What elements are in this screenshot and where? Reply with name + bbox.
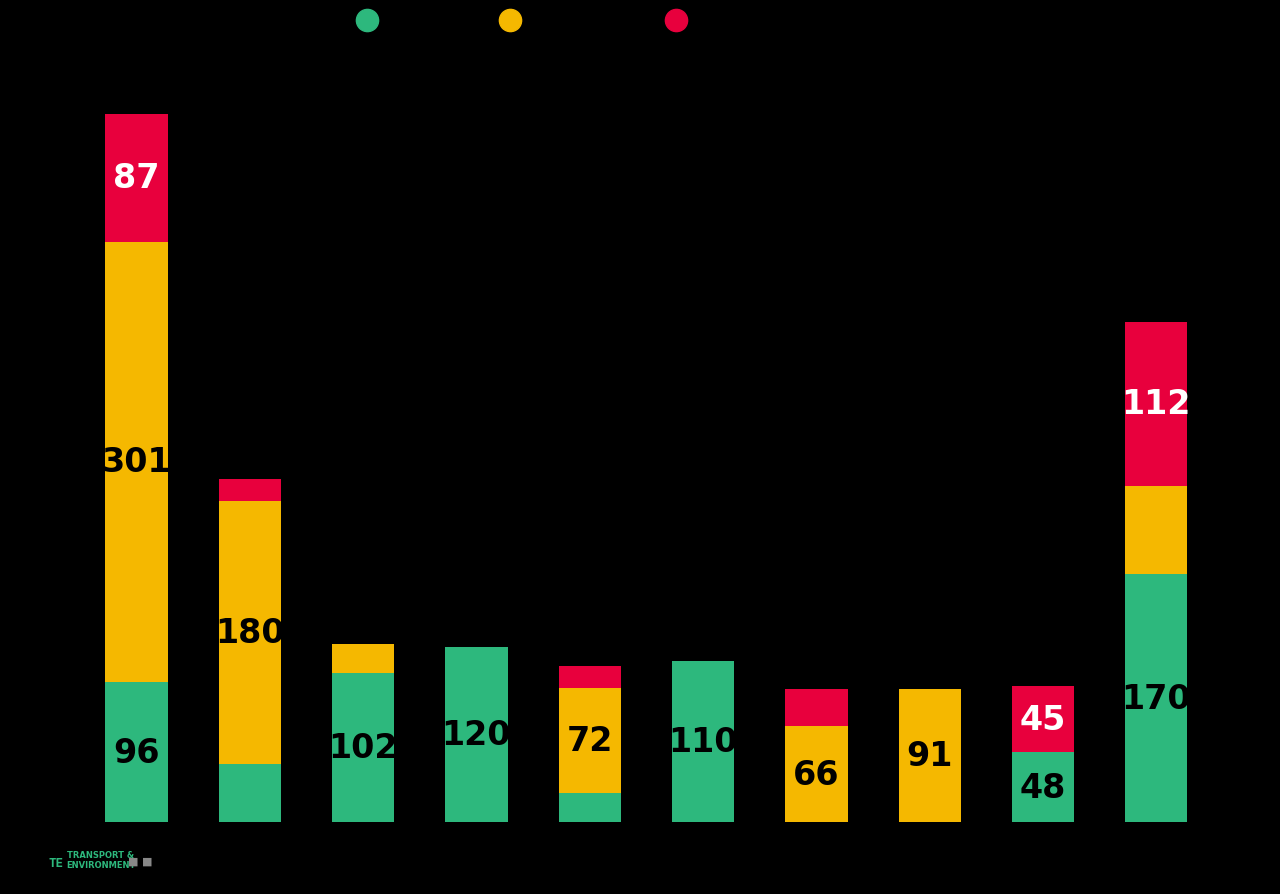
- Bar: [899, 689, 961, 822]
- Text: 110: 110: [668, 726, 737, 759]
- Bar: [1012, 753, 1074, 822]
- Text: 170: 170: [1121, 682, 1192, 714]
- Text: 112: 112: [1121, 388, 1190, 421]
- Text: TE: TE: [49, 856, 64, 869]
- Bar: [558, 688, 621, 793]
- Bar: [1125, 486, 1188, 574]
- Bar: [332, 673, 394, 822]
- Text: 180: 180: [215, 616, 284, 649]
- Bar: [785, 726, 847, 822]
- Text: 72: 72: [567, 724, 613, 757]
- Text: 120: 120: [442, 718, 511, 751]
- Text: 301: 301: [101, 446, 172, 479]
- Bar: [785, 689, 847, 726]
- Bar: [219, 479, 280, 501]
- Bar: [105, 682, 168, 822]
- Text: 91: 91: [906, 739, 952, 772]
- Bar: [1012, 687, 1074, 753]
- Bar: [558, 793, 621, 822]
- Bar: [219, 764, 280, 822]
- Bar: [219, 501, 280, 764]
- Text: ■ ■: ■ ■: [128, 856, 152, 865]
- Bar: [672, 662, 735, 822]
- Text: 96: 96: [113, 736, 160, 769]
- Text: 66: 66: [794, 758, 840, 790]
- Bar: [105, 115, 168, 242]
- Bar: [105, 242, 168, 682]
- Text: 48: 48: [1020, 771, 1066, 804]
- Bar: [445, 647, 508, 822]
- Text: TRANSPORT &
ENVIRONMENT: TRANSPORT & ENVIRONMENT: [67, 849, 136, 869]
- Text: 87: 87: [113, 163, 160, 195]
- Bar: [332, 645, 394, 673]
- Bar: [558, 666, 621, 688]
- Text: 45: 45: [1020, 703, 1066, 736]
- Bar: [1125, 574, 1188, 822]
- Text: 102: 102: [329, 731, 398, 764]
- Bar: [1125, 323, 1188, 486]
